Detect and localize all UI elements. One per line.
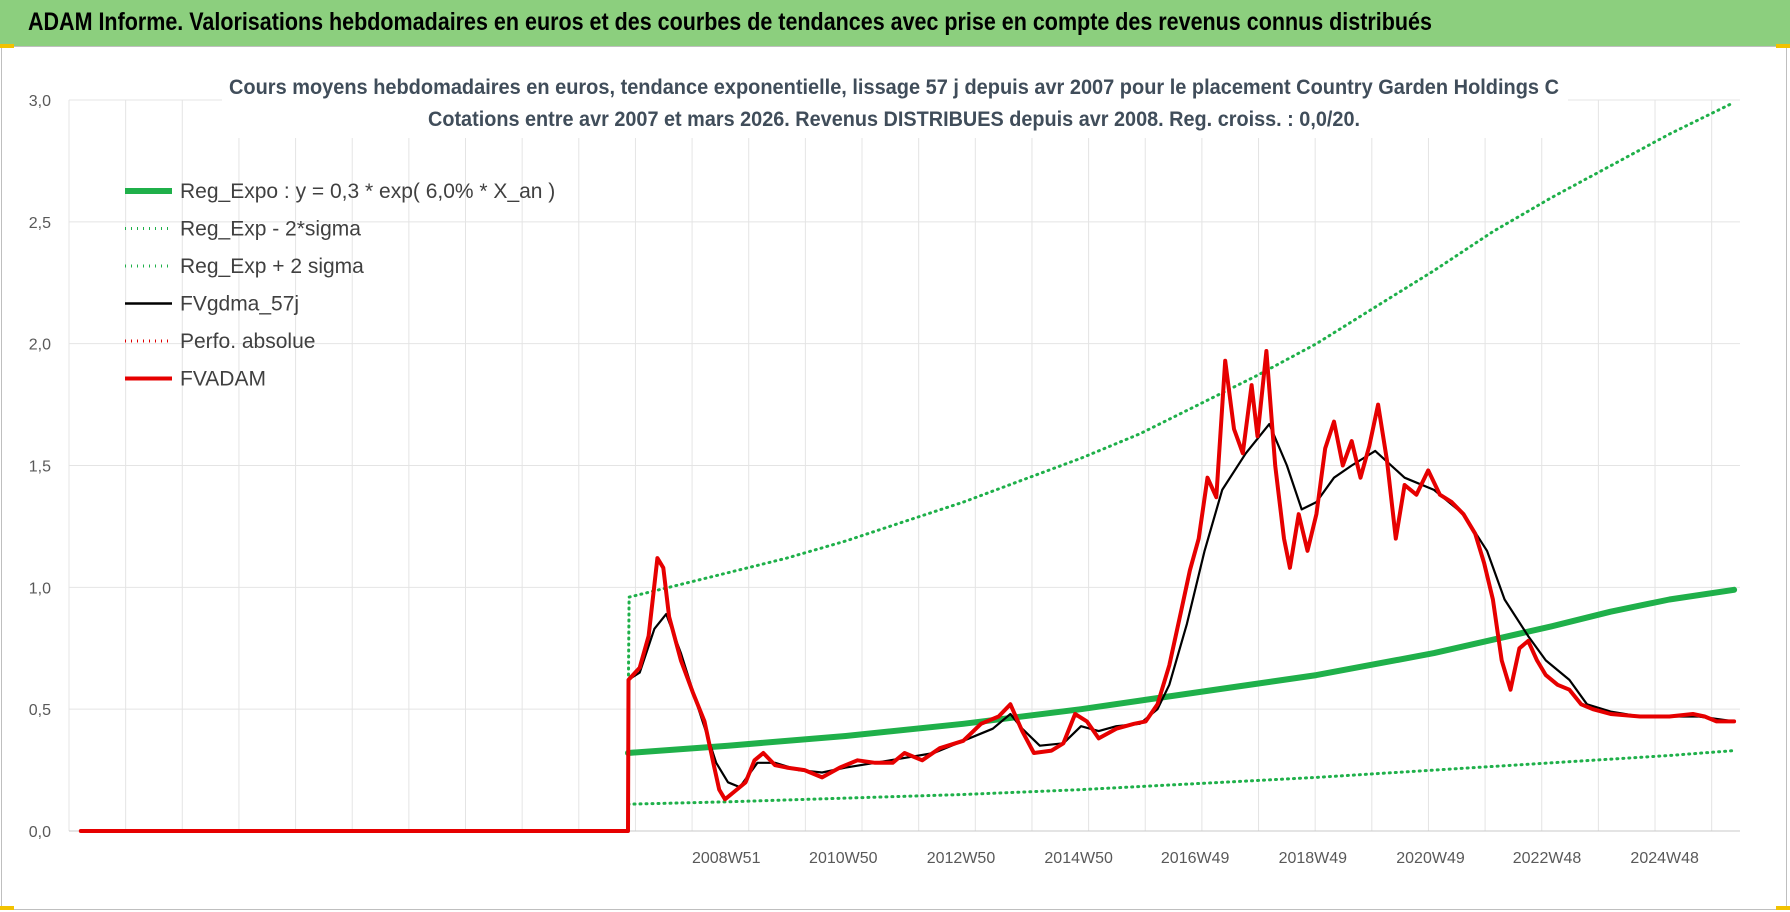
series-line-0 (625, 586, 1738, 756)
legend-entry: FVgdma_57j (180, 293, 299, 316)
y-tick-label: 2,5 (29, 215, 51, 232)
corner-marker-bottom-right (1776, 906, 1790, 910)
x-tick-label: 2020W49 (1396, 850, 1465, 867)
x-tick-label: 2022W48 (1513, 850, 1582, 867)
series-line-2 (626, 100, 1736, 833)
corner-marker-bottom-left (0, 906, 14, 910)
series-line-5 (78, 349, 1737, 833)
y-tick-label: 0,5 (29, 702, 51, 719)
chart-frame (1, 46, 1787, 910)
page-title: ADAM Informe. Valorisations hebdomadaire… (28, 8, 1432, 36)
y-tick-label: 3,0 (29, 93, 51, 110)
y-tick-label: 0,0 (29, 824, 51, 841)
y-tick-label: 1,5 (29, 459, 51, 476)
title-background (222, 70, 1568, 138)
grid (68, 99, 1740, 832)
y-tick-label: 1,0 (29, 580, 51, 597)
x-tick-label: 2016W49 (1161, 850, 1230, 867)
x-tick-label: 2008W51 (692, 850, 761, 867)
legend: Reg_Expo : y = 0,3 * exp( 6,0% * X_an ) R… (125, 180, 555, 391)
header-bar: ADAM Informe. Valorisations hebdomadaire… (0, 0, 1790, 47)
chart-subtitle: Cotations entre avr 2007 et mars 2026. R… (428, 108, 1360, 131)
x-tick-label: 2024W48 (1630, 850, 1699, 867)
legend-entry: Reg_Exp - 2*sigma (180, 218, 361, 241)
y-axis-ticks: 0,0 0,5 1,0 1,5 2,0 2,5 3,0 (29, 93, 51, 841)
x-axis-ticks: 2008W51 2010W50 2012W50 2014W50 2016W49 2018W… (692, 850, 1699, 867)
legend-entry: Reg_Exp + 2 sigma (180, 255, 364, 278)
x-tick-label: 2010W50 (809, 850, 878, 867)
legend-entry: Reg_Expo : y = 0,3 * exp( 6,0% * X_an ) (180, 180, 555, 203)
legend-entry: Perfo. absolue (180, 330, 315, 353)
series-line-1 (626, 749, 1736, 806)
x-tick-label: 2014W50 (1044, 850, 1113, 867)
series-group (78, 100, 1738, 833)
x-tick-label: 2012W50 (927, 850, 996, 867)
x-tick-label: 2018W49 (1279, 850, 1348, 867)
corner-marker-left (0, 44, 14, 48)
y-tick-label: 2,0 (29, 337, 51, 354)
chart-title: Cours moyens hebdomadaires en euros, ten… (229, 76, 1559, 99)
legend-entry: FVADAM (180, 368, 266, 391)
corner-marker-right (1776, 44, 1790, 48)
